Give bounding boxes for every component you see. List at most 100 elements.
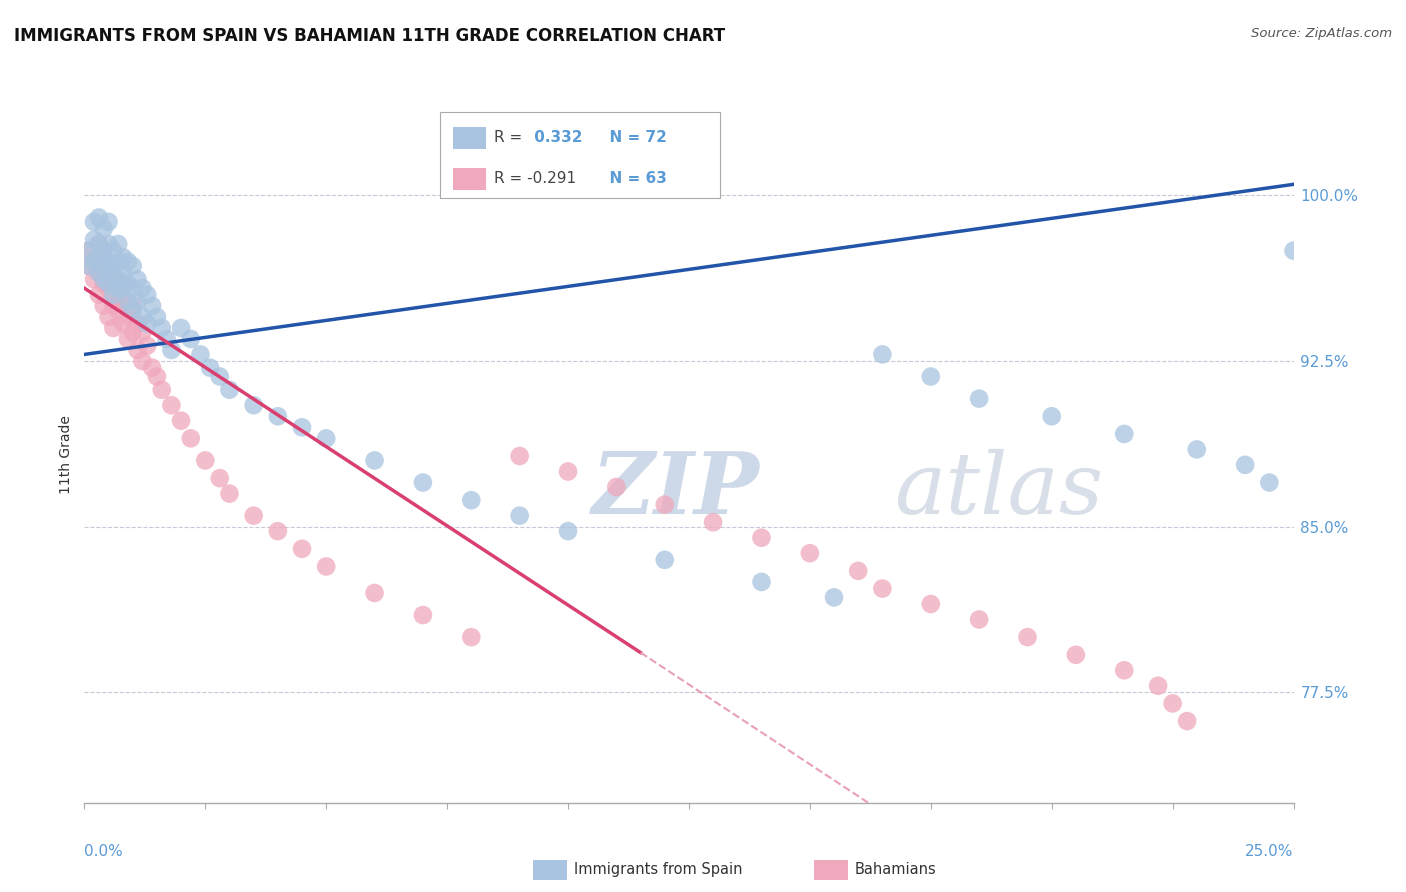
Point (87, 266, 110, 280)
Point (87, 250, 110, 264)
Point (872, 582, 894, 596)
Point (103, 272, 125, 286)
Point (93, 221, 115, 235)
Point (1114, 663, 1136, 677)
Point (107, 237, 129, 252)
Point (131, 310, 153, 324)
Point (315, 431, 337, 445)
Point (97, 215, 120, 229)
Text: 0.332: 0.332 (529, 129, 582, 145)
Point (103, 299, 125, 313)
Point (117, 332, 139, 346)
Point (141, 299, 163, 313)
Point (605, 480, 627, 494)
Point (87, 266, 110, 280)
Point (121, 326, 143, 340)
Point (291, 541, 314, 556)
Point (93, 259, 115, 273)
Point (107, 287, 129, 301)
Point (136, 338, 159, 352)
Point (83, 254, 105, 268)
Point (1258, 475, 1281, 490)
Point (83, 254, 105, 268)
Point (846, 564, 869, 578)
Point (107, 272, 129, 286)
Text: ZIP: ZIP (592, 448, 761, 532)
Point (702, 516, 724, 530)
Point (146, 369, 169, 384)
Text: IMMIGRANTS FROM SPAIN VS BAHAMIAN 11TH GRADE CORRELATION CHART: IMMIGRANTS FROM SPAIN VS BAHAMIAN 11TH G… (14, 27, 725, 45)
Point (920, 597, 942, 611)
Text: Source: ZipAtlas.com: Source: ZipAtlas.com (1251, 27, 1392, 40)
Point (87, 237, 110, 252)
Point (83, 233, 105, 247)
Point (97, 266, 120, 280)
Point (1175, 714, 1198, 728)
Point (267, 524, 290, 538)
Point (654, 553, 676, 567)
Point (121, 299, 143, 313)
Point (218, 486, 240, 500)
Point (920, 369, 942, 384)
Point (180, 332, 202, 346)
Point (1064, 648, 1087, 662)
Point (1147, 679, 1170, 693)
Point (121, 281, 143, 295)
Point (117, 277, 139, 291)
Point (97, 310, 120, 324)
Point (107, 281, 129, 295)
Point (823, 591, 845, 605)
Point (127, 272, 149, 286)
Point (412, 608, 434, 623)
Point (190, 347, 212, 361)
Point (136, 287, 159, 301)
Point (654, 498, 676, 512)
Point (117, 294, 139, 309)
Text: N = 63: N = 63 (599, 170, 666, 186)
Point (87, 211, 110, 225)
Point (1017, 630, 1039, 644)
Point (872, 347, 894, 361)
Point (460, 493, 482, 508)
Point (93, 299, 115, 313)
Point (160, 398, 183, 412)
Point (77, 259, 100, 273)
Point (155, 332, 177, 346)
Point (77, 244, 100, 258)
Point (131, 281, 153, 295)
Point (751, 574, 773, 589)
Point (87, 237, 110, 252)
Point (127, 317, 149, 331)
Point (363, 586, 385, 600)
Y-axis label: 11th Grade: 11th Grade (59, 416, 73, 494)
Point (112, 277, 135, 291)
Point (557, 524, 579, 538)
Point (141, 360, 163, 375)
Point (103, 266, 125, 280)
Point (1161, 697, 1184, 711)
Point (77, 259, 100, 273)
Point (103, 244, 125, 258)
Point (208, 369, 231, 384)
Point (509, 508, 531, 523)
Point (1282, 244, 1305, 258)
Point (103, 287, 125, 301)
Point (127, 343, 149, 357)
Point (180, 431, 202, 445)
Point (121, 303, 143, 318)
Text: Bahamians: Bahamians (855, 863, 936, 877)
Point (112, 294, 135, 309)
Point (967, 612, 990, 626)
Point (131, 326, 153, 340)
Point (112, 281, 135, 295)
Point (1234, 458, 1257, 472)
Point (1114, 426, 1136, 441)
Text: 0.0%: 0.0% (84, 845, 124, 859)
Point (509, 449, 531, 463)
Point (218, 383, 240, 397)
Point (242, 398, 264, 412)
Point (460, 630, 482, 644)
Point (93, 272, 115, 286)
Point (121, 259, 143, 273)
Point (83, 272, 105, 286)
